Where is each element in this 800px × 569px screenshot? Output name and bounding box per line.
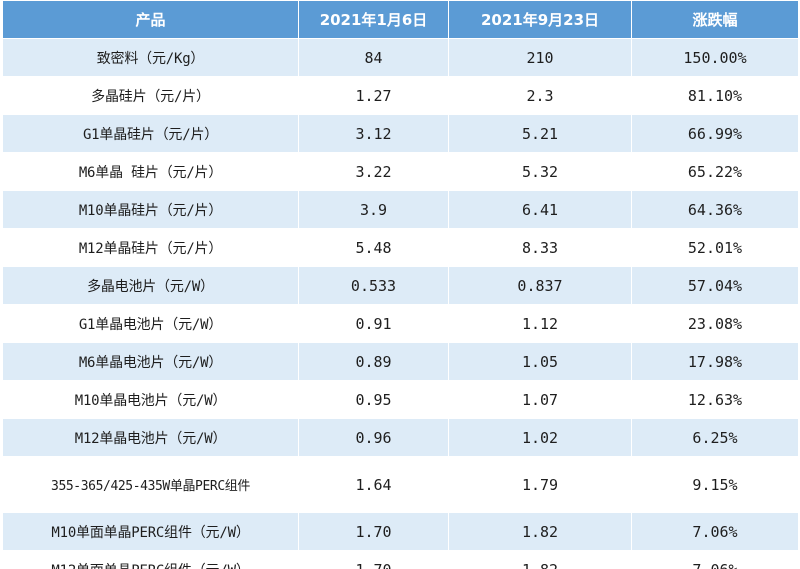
cell-product: M12单晶硅片（元/片） bbox=[2, 228, 299, 267]
cell-price-date-2: 1.82 bbox=[448, 512, 632, 551]
cell-price-date-2: 6.41 bbox=[448, 190, 632, 229]
cell-price-date-1: 84 bbox=[298, 38, 449, 77]
cell-product: G1单晶电池片（元/W） bbox=[2, 304, 299, 343]
cell-product: M12单面单晶PERC组件（元/W） bbox=[2, 550, 299, 569]
cell-price-date-2: 1.79 bbox=[448, 456, 632, 513]
cell-price-date-2: 1.07 bbox=[448, 380, 632, 419]
cell-product: M10单晶硅片（元/片） bbox=[2, 190, 299, 229]
cell-change: 64.36% bbox=[631, 190, 799, 229]
cell-change: 17.98% bbox=[631, 342, 799, 381]
cell-price-date-1: 1.70 bbox=[298, 550, 449, 569]
cell-price-date-2: 1.82 bbox=[448, 550, 632, 569]
table-row: M6单晶 硅片（元/片） 3.22 5.32 65.22% bbox=[2, 152, 799, 191]
cell-price-date-1: 1.64 bbox=[298, 456, 449, 513]
cell-product: 多晶电池片（元/W） bbox=[2, 266, 299, 305]
header-date-1: 2021年1月6日 bbox=[298, 0, 449, 39]
cell-price-date-2: 1.12 bbox=[448, 304, 632, 343]
cell-change: 12.63% bbox=[631, 380, 799, 419]
table-row: G1单晶硅片（元/片） 3.12 5.21 66.99% bbox=[2, 114, 799, 153]
cell-price-date-2: 210 bbox=[448, 38, 632, 77]
cell-product: M12单晶电池片（元/W） bbox=[2, 418, 299, 457]
cell-price-date-1: 0.91 bbox=[298, 304, 449, 343]
cell-price-date-1: 5.48 bbox=[298, 228, 449, 267]
header-change: 涨跌幅 bbox=[631, 0, 799, 39]
cell-product: G1单晶硅片（元/片） bbox=[2, 114, 299, 153]
cell-price-date-2: 2.3 bbox=[448, 76, 632, 115]
cell-price-date-2: 8.33 bbox=[448, 228, 632, 267]
table-row: G1单晶电池片（元/W） 0.91 1.12 23.08% bbox=[2, 304, 799, 343]
cell-change: 52.01% bbox=[631, 228, 799, 267]
cell-price-date-1: 1.70 bbox=[298, 512, 449, 551]
cell-change: 81.10% bbox=[631, 76, 799, 115]
cell-change: 65.22% bbox=[631, 152, 799, 191]
cell-product: 多晶硅片（元/片） bbox=[2, 76, 299, 115]
table-row: M12单晶电池片（元/W） 0.96 1.02 6.25% bbox=[2, 418, 799, 457]
table-row: 多晶电池片（元/W） 0.533 0.837 57.04% bbox=[2, 266, 799, 305]
cell-price-date-2: 5.21 bbox=[448, 114, 632, 153]
cell-product: M6单晶 硅片（元/片） bbox=[2, 152, 299, 191]
table-row: M10单晶硅片（元/片） 3.9 6.41 64.36% bbox=[2, 190, 799, 229]
header-date-2: 2021年9月23日 bbox=[448, 0, 632, 39]
cell-price-date-2: 0.837 bbox=[448, 266, 632, 305]
cell-product: 355-365/425-435W单晶PERC组件 bbox=[2, 456, 299, 513]
table-header-row: 产品 2021年1月6日 2021年9月23日 涨跌幅 bbox=[2, 0, 799, 39]
table-row: M6单晶电池片（元/W） 0.89 1.05 17.98% bbox=[2, 342, 799, 381]
cell-change: 23.08% bbox=[631, 304, 799, 343]
table-row: M12单晶硅片（元/片） 5.48 8.33 52.01% bbox=[2, 228, 799, 267]
cell-change: 7.06% bbox=[631, 550, 799, 569]
cell-price-date-1: 3.22 bbox=[298, 152, 449, 191]
cell-product: M10单晶电池片（元/W） bbox=[2, 380, 299, 419]
table-row: 致密料（元/Kg） 84 210 150.00% bbox=[2, 38, 799, 77]
table-row: 多晶硅片（元/片） 1.27 2.3 81.10% bbox=[2, 76, 799, 115]
cell-product: M10单面单晶PERC组件（元/W） bbox=[2, 512, 299, 551]
cell-change: 9.15% bbox=[631, 456, 799, 513]
cell-price-date-1: 1.27 bbox=[298, 76, 449, 115]
cell-change: 6.25% bbox=[631, 418, 799, 457]
cell-price-date-1: 0.89 bbox=[298, 342, 449, 381]
cell-price-date-2: 5.32 bbox=[448, 152, 632, 191]
cell-price-date-2: 1.05 bbox=[448, 342, 632, 381]
cell-price-date-1: 0.95 bbox=[298, 380, 449, 419]
cell-change: 66.99% bbox=[631, 114, 799, 153]
cell-price-date-1: 0.96 bbox=[298, 418, 449, 457]
cell-product: M6单晶电池片（元/W） bbox=[2, 342, 299, 381]
cell-price-date-1: 0.533 bbox=[298, 266, 449, 305]
table-row: M10单面单晶PERC组件（元/W） 1.70 1.82 7.06% bbox=[2, 512, 799, 551]
cell-product: 致密料（元/Kg） bbox=[2, 38, 299, 77]
header-product: 产品 bbox=[2, 0, 299, 39]
table-row: M10单晶电池片（元/W） 0.95 1.07 12.63% bbox=[2, 380, 799, 419]
table-row: 355-365/425-435W单晶PERC组件 1.64 1.79 9.15% bbox=[2, 456, 799, 513]
cell-price-date-1: 3.12 bbox=[298, 114, 449, 153]
cell-change: 57.04% bbox=[631, 266, 799, 305]
cell-price-date-1: 3.9 bbox=[298, 190, 449, 229]
table-row: M12单面单晶PERC组件（元/W） 1.70 1.82 7.06% bbox=[2, 550, 799, 569]
cell-price-date-2: 1.02 bbox=[448, 418, 632, 457]
cell-change: 150.00% bbox=[631, 38, 799, 77]
cell-change: 7.06% bbox=[631, 512, 799, 551]
